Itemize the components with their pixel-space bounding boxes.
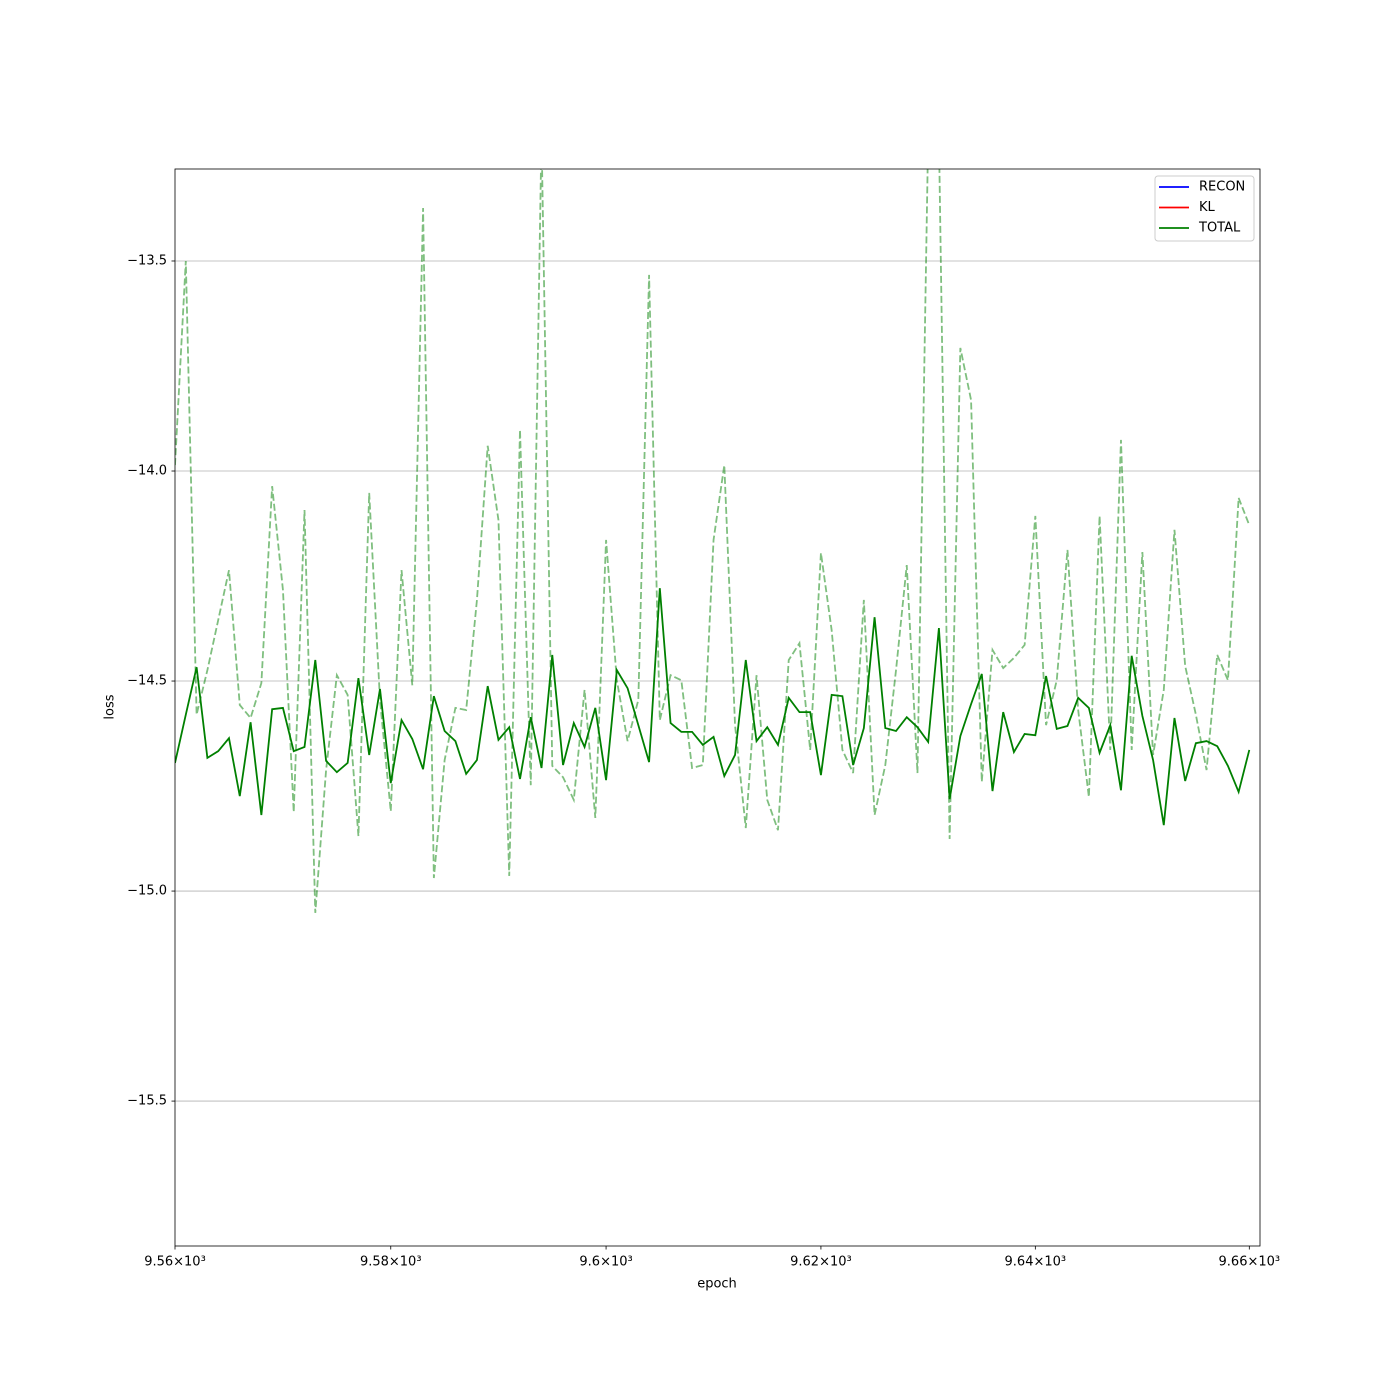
x-tick-label: 9.56×10³ (144, 1255, 206, 1270)
y-tick-label: −15.5 (127, 1094, 167, 1109)
x-tick-label: 9.66×10³ (1219, 1255, 1281, 1270)
legend-label: TOTAL (1198, 221, 1241, 236)
y-tick-label: −14.5 (127, 674, 167, 689)
plot-lines (175, 169, 1251, 913)
legend-label: KL (1199, 200, 1216, 215)
x-axis-label: epoch (697, 1277, 737, 1292)
y-tick-label: −15.0 (127, 884, 167, 899)
y-tick-label: −14.0 (127, 464, 167, 479)
y-axis-label: loss (103, 694, 118, 719)
y-tick-label: −13.5 (127, 253, 167, 268)
x-tick-label: 9.64×10³ (1005, 1255, 1067, 1270)
x-tick-label: 9.58×10³ (360, 1255, 422, 1270)
legend-box (1154, 175, 1255, 242)
series-line (175, 588, 1251, 826)
plot-frame (174, 168, 1261, 1247)
legend-label: RECON (1199, 180, 1245, 195)
x-tick-label: 9.6×10³ (579, 1255, 632, 1270)
series-line (175, 169, 1251, 913)
x-tick-label: 9.62×10³ (790, 1255, 852, 1270)
